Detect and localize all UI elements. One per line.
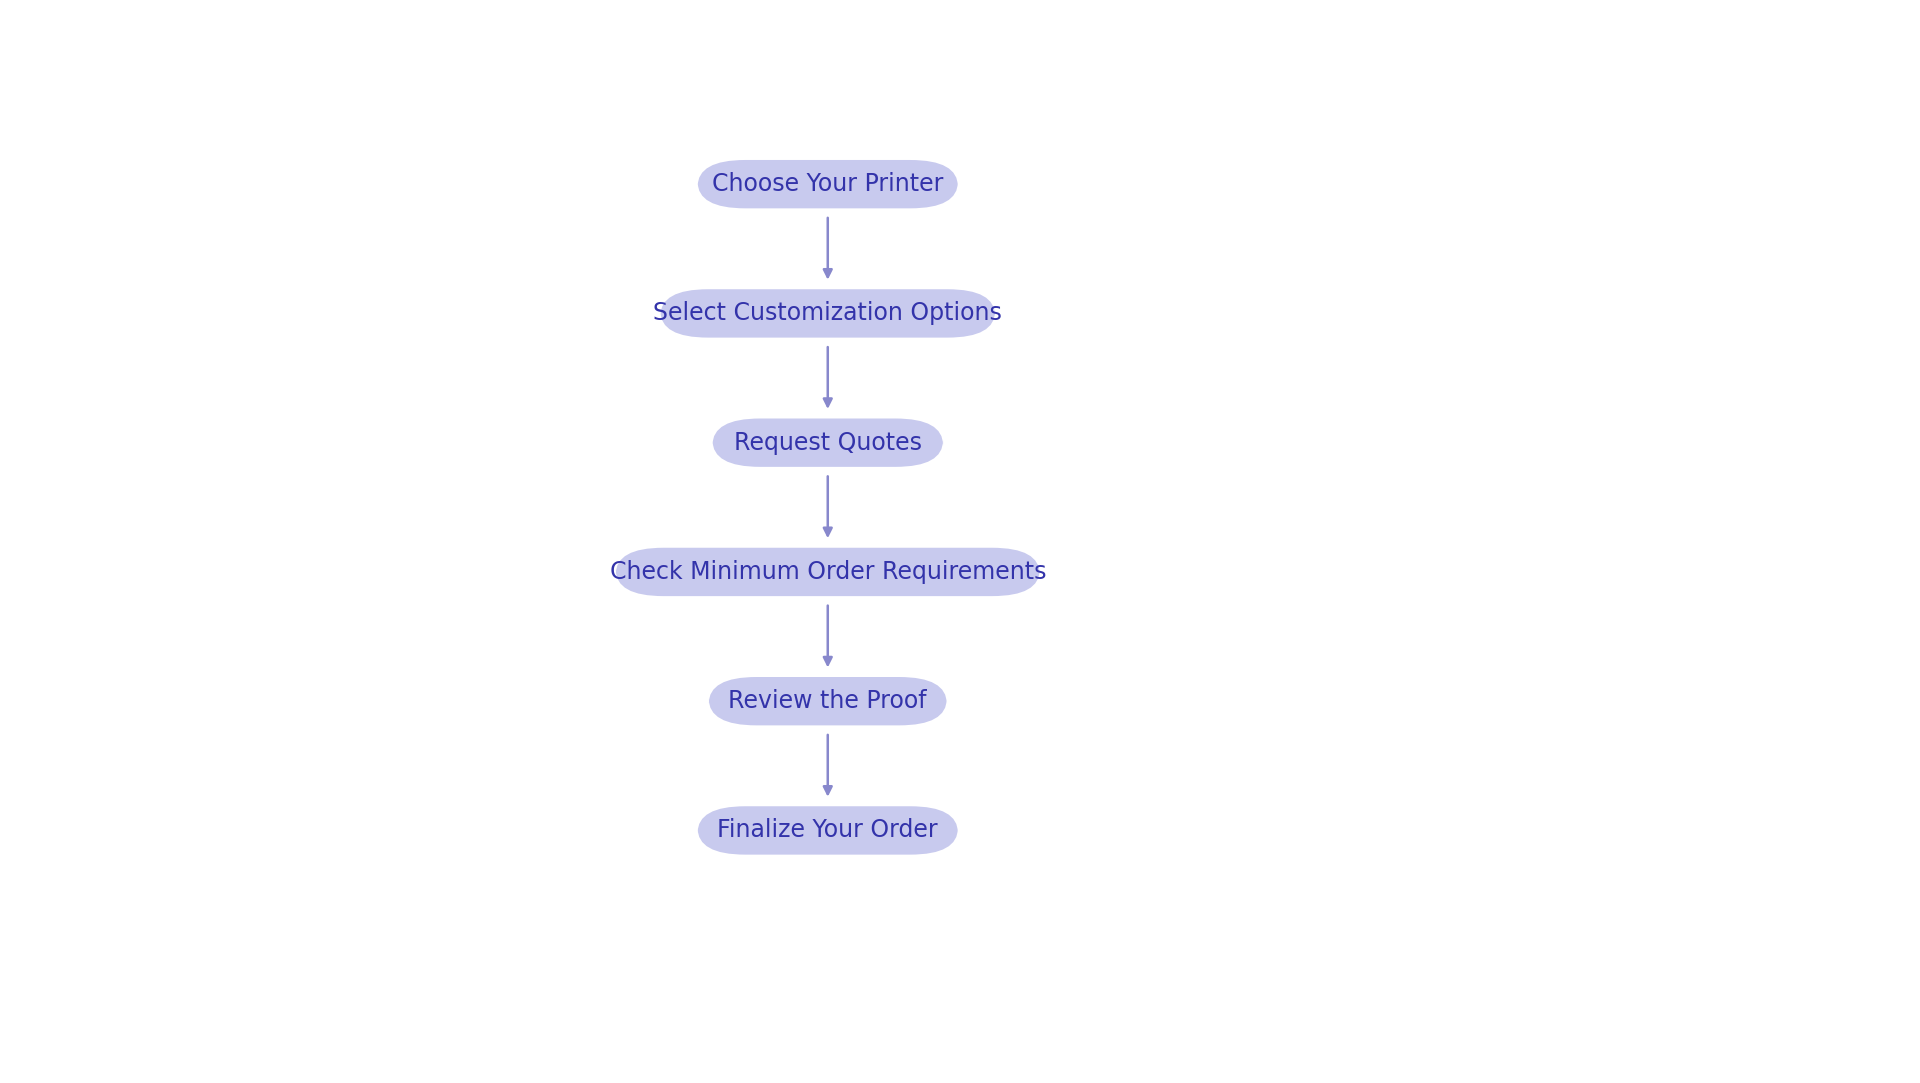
FancyBboxPatch shape	[712, 418, 943, 467]
FancyBboxPatch shape	[697, 806, 958, 854]
FancyBboxPatch shape	[708, 677, 947, 726]
FancyBboxPatch shape	[660, 289, 995, 338]
Text: Select Customization Options: Select Customization Options	[653, 301, 1002, 325]
FancyBboxPatch shape	[616, 548, 1041, 596]
Text: Request Quotes: Request Quotes	[733, 431, 922, 455]
Text: Check Minimum Order Requirements: Check Minimum Order Requirements	[609, 560, 1046, 584]
Text: Review the Proof: Review the Proof	[728, 689, 927, 714]
Text: Finalize Your Order: Finalize Your Order	[718, 819, 939, 843]
Text: Choose Your Printer: Choose Your Printer	[712, 172, 943, 196]
FancyBboxPatch shape	[697, 160, 958, 208]
